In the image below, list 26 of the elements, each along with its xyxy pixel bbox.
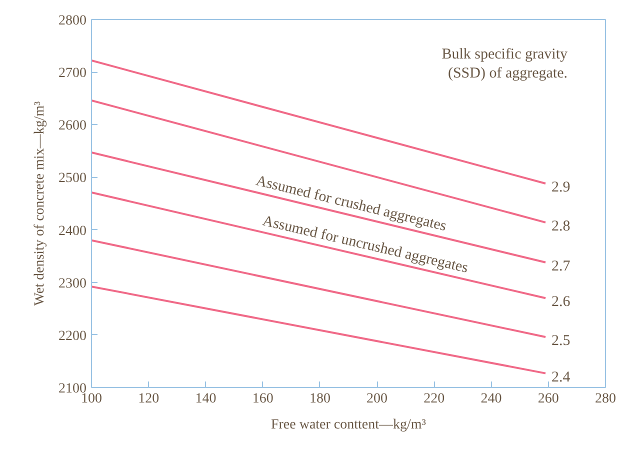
x-tick-label: 120 [138,392,160,406]
y-tick-label: 2700 [58,66,86,82]
y-tick-label: 2800 [58,14,86,28]
x-tick-label: 280 [595,392,616,406]
series-label: 2.8 [552,218,570,234]
series-label: 2.9 [552,180,570,196]
series-label: 2.6 [552,294,571,310]
x-tick-label: 180 [309,392,330,406]
x-tick-label: 100 [81,392,102,406]
y-tick-label: 2200 [58,328,86,344]
x-tick-label: 160 [252,392,274,406]
y-tick-label: 2400 [58,224,86,239]
y-tick-label: 2600 [58,118,86,134]
x-tick-label: 220 [424,392,445,406]
x-tick-label: 240 [480,392,502,406]
annotation: Bulk specific gravity (SSD) of aggregate. [442,46,568,82]
series-label: 2.7 [552,258,571,274]
x-tick-label: 140 [195,392,216,406]
series-label: 2.4 [552,369,571,386]
y-axis-title: Wet density of concrete mix—kg/m³ [32,101,48,306]
x-tick-label: 260 [538,392,559,406]
y-tick-label: 2300 [58,276,86,292]
y-tick-label: 2500 [58,171,86,186]
x-axis-title: Free water conttent—kg/m³ [270,418,426,432]
x-tick-label: 200 [366,392,388,406]
series-label: 2.5 [552,333,570,350]
